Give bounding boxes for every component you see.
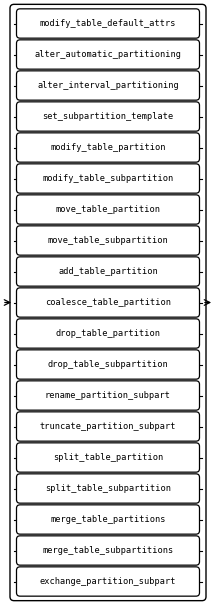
FancyBboxPatch shape xyxy=(16,443,200,472)
Text: merge_table_partitions: merge_table_partitions xyxy=(50,515,166,524)
FancyBboxPatch shape xyxy=(16,505,200,534)
Text: drop_table_partition: drop_table_partition xyxy=(56,329,160,338)
Text: split_table_partition: split_table_partition xyxy=(53,453,163,462)
FancyBboxPatch shape xyxy=(16,474,200,503)
FancyBboxPatch shape xyxy=(16,9,200,38)
Text: set_subpartition_template: set_subpartition_template xyxy=(42,112,174,121)
FancyBboxPatch shape xyxy=(16,350,200,379)
FancyBboxPatch shape xyxy=(16,567,200,596)
Text: merge_table_subpartitions: merge_table_subpartitions xyxy=(42,546,174,555)
FancyBboxPatch shape xyxy=(16,226,200,255)
Text: move_table_subpartition: move_table_subpartition xyxy=(48,236,168,245)
FancyBboxPatch shape xyxy=(10,4,206,601)
Text: modify_table_default_attrs: modify_table_default_attrs xyxy=(40,19,176,28)
Text: coalesce_table_partition: coalesce_table_partition xyxy=(45,298,171,307)
Text: exchange_partition_subpart: exchange_partition_subpart xyxy=(40,577,176,586)
FancyBboxPatch shape xyxy=(16,288,200,317)
FancyBboxPatch shape xyxy=(16,71,200,100)
FancyBboxPatch shape xyxy=(16,412,200,441)
Text: modify_table_subpartition: modify_table_subpartition xyxy=(42,174,174,183)
FancyBboxPatch shape xyxy=(16,40,200,69)
FancyBboxPatch shape xyxy=(16,164,200,193)
Text: alter_automatic_partitioning: alter_automatic_partitioning xyxy=(35,50,181,59)
Text: split_table_subpartition: split_table_subpartition xyxy=(45,484,171,493)
FancyBboxPatch shape xyxy=(16,195,200,224)
FancyBboxPatch shape xyxy=(16,319,200,348)
Text: alter_interval_partitioning: alter_interval_partitioning xyxy=(37,81,179,90)
Text: drop_table_subpartition: drop_table_subpartition xyxy=(48,360,168,369)
FancyBboxPatch shape xyxy=(16,133,200,162)
FancyBboxPatch shape xyxy=(16,381,200,410)
Text: modify_table_partition: modify_table_partition xyxy=(50,143,166,152)
Text: rename_partition_subpart: rename_partition_subpart xyxy=(45,391,171,400)
FancyBboxPatch shape xyxy=(16,257,200,286)
FancyBboxPatch shape xyxy=(16,102,200,131)
Text: move_table_partition: move_table_partition xyxy=(56,205,160,214)
Text: add_table_partition: add_table_partition xyxy=(58,267,158,276)
FancyBboxPatch shape xyxy=(16,536,200,565)
Text: truncate_partition_subpart: truncate_partition_subpart xyxy=(40,422,176,431)
